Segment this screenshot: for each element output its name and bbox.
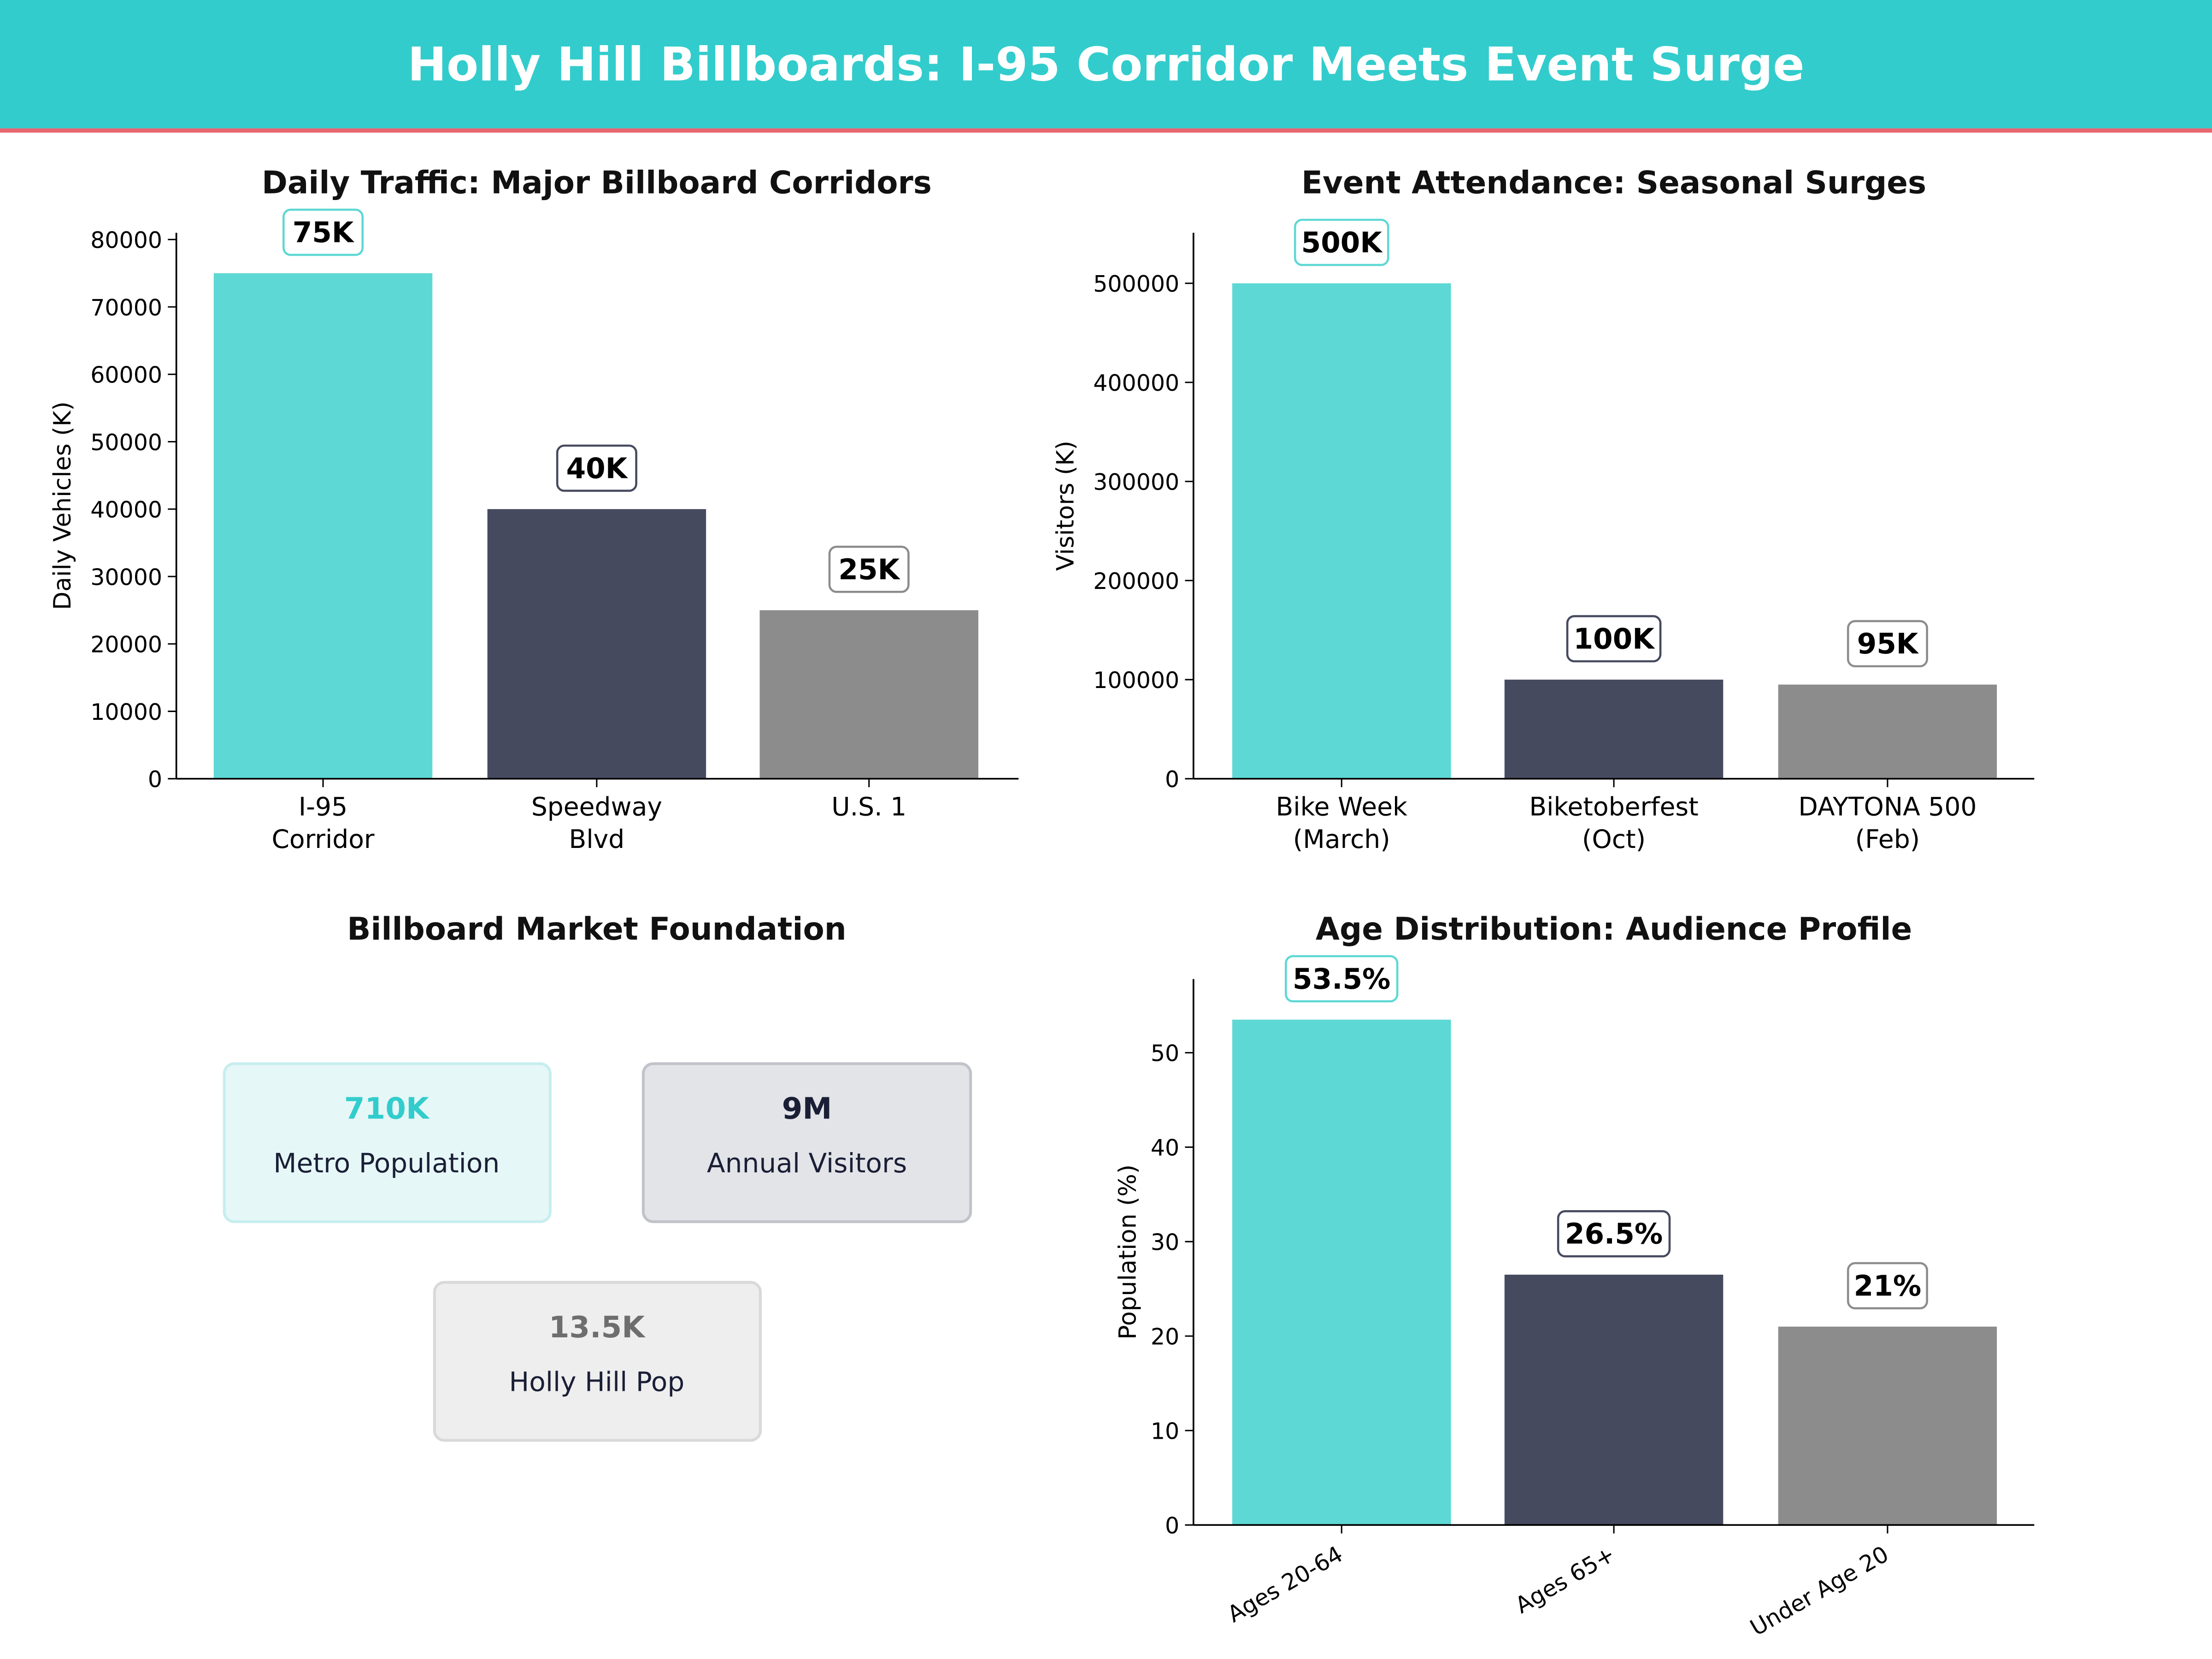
chart-title: Daily Traffic: Major Billboard Corridors — [262, 164, 932, 200]
x-tick-label-line: Corridor — [271, 824, 374, 854]
y-tick-label: 20000 — [90, 632, 162, 658]
data-label-box — [1847, 1262, 1928, 1310]
y-axis-label: Population (%) — [1114, 1165, 1141, 1340]
card-holly-hill-pop: 13.5K Holly Hill Pop — [433, 1281, 762, 1442]
y-tick-label: 10000 — [90, 699, 162, 725]
y-tick-label: 80000 — [90, 227, 162, 253]
y-tick-label: 100000 — [1093, 667, 1179, 694]
y-tick-label: 10 — [1151, 1418, 1179, 1445]
x-tick-label-line: Bike Week — [1276, 792, 1407, 821]
y-tick-label: 40 — [1151, 1135, 1179, 1161]
y-tick-label: 400000 — [1093, 370, 1179, 396]
y-tick-label: 20 — [1151, 1324, 1179, 1350]
x-tick-label: Biketoberfest (Oct) — [1529, 792, 1698, 853]
y-axis-label: Visitors (K) — [1052, 441, 1080, 571]
chart-daily-traffic: Daily Traffic: Major Billboard Corridors… — [49, 164, 1019, 854]
data-label-box — [1557, 1210, 1671, 1258]
chart-title: Age Distribution: Audience Profile — [1316, 911, 1912, 947]
data-label: 53.5% — [1293, 963, 1390, 995]
y-tick-label: 50000 — [90, 429, 162, 456]
data-label-box — [556, 444, 637, 492]
x-tick-label-line: Biketoberfest — [1529, 792, 1698, 821]
data-label: 100K — [1573, 623, 1655, 655]
data-label-box — [282, 208, 364, 256]
x-tick-label-line: (Oct) — [1582, 824, 1646, 854]
chart-age-distribution: Age Distribution: Audience Profile 53.5% A… — [1114, 911, 2035, 1641]
x-tick-label: Ages 20-64 — [1223, 1541, 1347, 1628]
data-label-box — [1847, 620, 1928, 668]
x-tick-label-line: DAYTONA 500 — [1798, 792, 1977, 821]
card-label: Annual Visitors — [707, 1147, 907, 1179]
bar — [1504, 1275, 1724, 1525]
data-label: 75K — [293, 217, 355, 249]
x-tick-label: Under Age 20 — [1746, 1541, 1893, 1641]
data-label-box — [1294, 218, 1389, 266]
x-tick-label-line: Blvd — [569, 824, 625, 854]
x-tick-label: Bike Week (March) — [1276, 792, 1407, 853]
card-background — [223, 1062, 552, 1224]
card-background — [433, 1281, 762, 1442]
x-tick-label: Speedway Blvd — [531, 792, 662, 853]
y-tick-label: 40000 — [90, 497, 162, 523]
market-foundation-panel: Billboard Market Foundation 710K Metro P… — [223, 911, 972, 1442]
bar — [1778, 1326, 1997, 1525]
data-label-box — [1285, 955, 1399, 1003]
x-tick-label: DAYTONA 500 (Feb) — [1798, 792, 1977, 853]
bar — [759, 610, 978, 779]
bar — [487, 509, 706, 779]
card-annual-visitors: 9M Annual Visitors — [641, 1062, 972, 1224]
data-label: 40K — [566, 452, 629, 485]
data-label: 25K — [838, 553, 900, 586]
y-axis-label: Daily Vehicles (K) — [49, 401, 76, 610]
chart-event-attendance: Event Attendance: Seasonal Surges 500K Bik… — [1052, 164, 2035, 854]
card-metro-population: 710K Metro Population — [223, 1062, 552, 1224]
y-tick-label: 60000 — [90, 362, 162, 388]
y-tick-label: 0 — [148, 766, 162, 793]
x-tick-label: I-95 Corridor — [271, 792, 374, 853]
card-label: Holly Hill Pop — [509, 1366, 685, 1397]
x-tick-label: Ages 65+ — [1511, 1541, 1620, 1619]
y-tick-label: 200000 — [1093, 568, 1179, 594]
data-label: 500K — [1301, 226, 1383, 259]
x-tick-label-line: I-95 — [299, 792, 347, 821]
bar — [1232, 1019, 1451, 1525]
x-tick-label: U.S. 1 — [831, 792, 906, 821]
card-value: 710K — [344, 1092, 430, 1126]
bar — [1778, 684, 1997, 779]
x-tick-label-line: (March) — [1293, 824, 1390, 854]
data-label-box — [828, 546, 910, 593]
bar — [1504, 679, 1724, 779]
chart-title: Event Attendance: Seasonal Surges — [1301, 164, 1926, 200]
x-tick-label-line: Speedway — [531, 792, 662, 821]
page-title: Holly Hill Billboards: I-95 Corridor Mee… — [407, 37, 1804, 91]
y-tick-label: 0 — [1165, 766, 1179, 793]
data-label: 26.5% — [1565, 1218, 1663, 1251]
card-label: Metro Population — [273, 1147, 500, 1179]
header-banner — [0, 0, 2212, 129]
data-label: 95K — [1857, 628, 1919, 660]
card-background — [641, 1062, 972, 1224]
y-tick-label: 30000 — [90, 564, 162, 590]
x-tick-label-line: U.S. 1 — [831, 792, 906, 821]
y-tick-label: 500000 — [1093, 271, 1179, 297]
card-value: 9M — [782, 1092, 832, 1126]
card-value: 13.5K — [549, 1310, 646, 1345]
header-accent-line — [0, 128, 2212, 133]
bar — [213, 273, 433, 779]
y-tick-label: 70000 — [90, 294, 162, 321]
data-label: 21% — [1854, 1270, 1922, 1302]
data-label-box — [1566, 615, 1662, 663]
y-tick-label: 30 — [1151, 1230, 1179, 1256]
bar — [1232, 283, 1451, 779]
y-tick-label: 50 — [1151, 1041, 1179, 1067]
y-tick-label: 300000 — [1093, 469, 1179, 495]
x-tick-label-line: (Feb) — [1855, 824, 1920, 854]
foundation-title: Billboard Market Foundation — [347, 911, 847, 947]
y-tick-label: 0 — [1165, 1513, 1179, 1539]
